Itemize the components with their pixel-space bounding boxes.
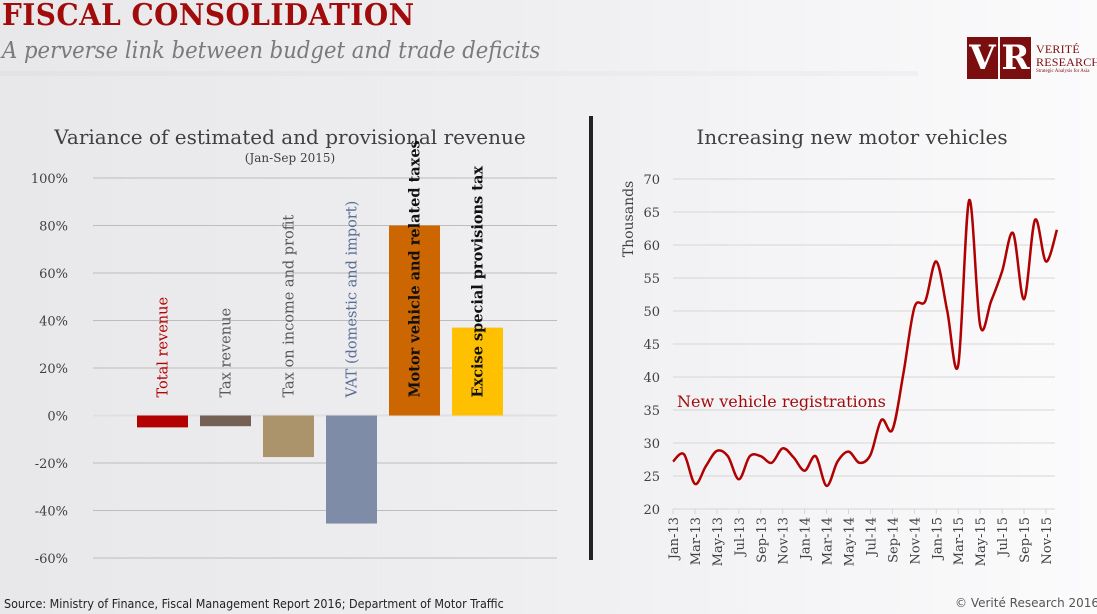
header-underline bbox=[0, 71, 918, 76]
line-x-tick-label: Jul-14 bbox=[864, 517, 879, 558]
line-y-tick-label: 20 bbox=[643, 503, 660, 518]
page-title: FISCAL CONSOLIDATION bbox=[2, 0, 415, 33]
bar-chart-subtitle: (Jan-Sep 2015) bbox=[245, 151, 335, 165]
line-x-tick-label: Jan-15 bbox=[930, 517, 945, 561]
line-chart-title: Increasing new motor vehicles bbox=[696, 125, 1007, 149]
revenue-variance-bar-chart: Variance of estimated and provisional re… bbox=[31, 125, 557, 567]
bar-category-label: Tax revenue bbox=[219, 308, 235, 398]
bar-chart-title: Variance of estimated and provisional re… bbox=[53, 125, 525, 149]
line-x-tick-label: Mar-14 bbox=[821, 517, 836, 565]
line-chart-y-label: Thousands bbox=[621, 181, 637, 258]
line-y-tick-label: 60 bbox=[643, 239, 660, 254]
source-note: Source: Ministry of Finance, Fiscal Mana… bbox=[4, 597, 504, 611]
line-x-tick-label: May-15 bbox=[974, 517, 989, 566]
bar-chart-bars bbox=[137, 225, 503, 524]
line-y-tick-label: 70 bbox=[643, 173, 660, 188]
bar-category-label: Excise special provisions tax bbox=[470, 166, 487, 398]
line-chart-y-axis: 20 25 30 35 40 45 50 55 60 65 70 bbox=[643, 173, 660, 518]
verite-research-logo: V R VERITÉ RESEARCH Strategic Analysis f… bbox=[967, 37, 1097, 79]
line-y-tick-label: 55 bbox=[643, 272, 660, 287]
chart-divider bbox=[589, 116, 593, 560]
series-annotation: New vehicle registrations bbox=[677, 392, 886, 411]
bar bbox=[200, 415, 251, 427]
bar bbox=[389, 225, 440, 416]
bar-y-tick-label: 60% bbox=[39, 267, 68, 282]
bar-chart-y-axis: 100% 80% 60% 40% 20% 0% -20% -40% -60% bbox=[31, 172, 68, 567]
line-x-tick-label: Nov-13 bbox=[777, 517, 792, 564]
line-chart-gridlines bbox=[673, 178, 1055, 510]
logo-letter-v: V bbox=[967, 37, 998, 79]
line-x-tick-label: Mar-15 bbox=[952, 517, 967, 565]
line-x-tick-label: Jul-15 bbox=[996, 517, 1011, 558]
bar-y-tick-label: -20% bbox=[35, 457, 68, 472]
line-y-tick-label: 35 bbox=[643, 404, 660, 419]
page-subtitle: A perverse link between budget and trade… bbox=[2, 38, 541, 64]
motor-vehicles-line-chart: Increasing new motor vehicles Thousands … bbox=[621, 125, 1059, 566]
line-chart-x-axis: Jan-13 Mar-13 May-13 Jul-13 Sep-13 Nov-13 Jan-… bbox=[667, 509, 1055, 566]
line-x-tick-label: Mar-13 bbox=[689, 517, 704, 565]
line-x-tick-label: May-14 bbox=[843, 517, 858, 566]
bar-y-tick-label: -60% bbox=[35, 552, 68, 567]
logo-name-line1: VERITÉ bbox=[1036, 42, 1080, 56]
line-y-tick-label: 25 bbox=[643, 470, 660, 485]
line-y-tick-label: 30 bbox=[643, 437, 660, 452]
bar-y-tick-label: -40% bbox=[35, 505, 68, 520]
copyright-note: © Verité Research 2016 bbox=[955, 596, 1097, 610]
logo-name-line2: RESEARCH bbox=[1036, 55, 1097, 69]
bar-category-label: Tax on income and profit bbox=[282, 215, 298, 398]
line-x-tick-label: Jan-14 bbox=[799, 517, 814, 561]
line-y-tick-label: 65 bbox=[643, 206, 660, 221]
line-x-tick-label: Nov-14 bbox=[908, 517, 923, 564]
bar-y-tick-label: 100% bbox=[31, 172, 68, 187]
line-chart-series bbox=[672, 198, 1059, 488]
bar-y-tick-label: 40% bbox=[39, 315, 68, 330]
logo-letter-r: R bbox=[1000, 37, 1031, 79]
line-x-tick-label: Jul-13 bbox=[733, 517, 748, 558]
bar-chart-gridlines bbox=[93, 177, 557, 559]
bar bbox=[452, 327, 503, 416]
bar bbox=[263, 415, 314, 458]
line-x-tick-label: May-13 bbox=[711, 517, 726, 566]
line-y-tick-label: 40 bbox=[643, 371, 660, 386]
bar bbox=[137, 415, 188, 428]
line-x-tick-label: Jan-13 bbox=[667, 517, 682, 561]
bar-category-label: Motor vehicle and related taxes bbox=[407, 140, 424, 397]
logo-tagline: Strategic Analysis for Asia bbox=[1036, 69, 1090, 74]
bar-y-tick-label: 20% bbox=[39, 362, 68, 377]
line-x-tick-label: Sep-13 bbox=[755, 517, 770, 563]
line-y-tick-label: 50 bbox=[643, 305, 660, 320]
line-x-tick-label: Nov-15 bbox=[1040, 517, 1055, 564]
line-y-tick-label: 45 bbox=[643, 338, 660, 353]
bar bbox=[326, 415, 377, 524]
bar-category-label: Total revenue bbox=[156, 297, 172, 398]
line-x-tick-label: Sep-15 bbox=[1018, 517, 1033, 563]
bar-y-tick-label: 80% bbox=[39, 220, 68, 235]
line-x-tick-label: Sep-14 bbox=[886, 517, 901, 563]
bar-category-label: VAT (domestic and import) bbox=[345, 201, 361, 399]
bar-chart-category-labels: Total revenue Tax revenue Tax on income an… bbox=[156, 140, 487, 398]
bar-y-tick-label: 0% bbox=[47, 410, 68, 425]
